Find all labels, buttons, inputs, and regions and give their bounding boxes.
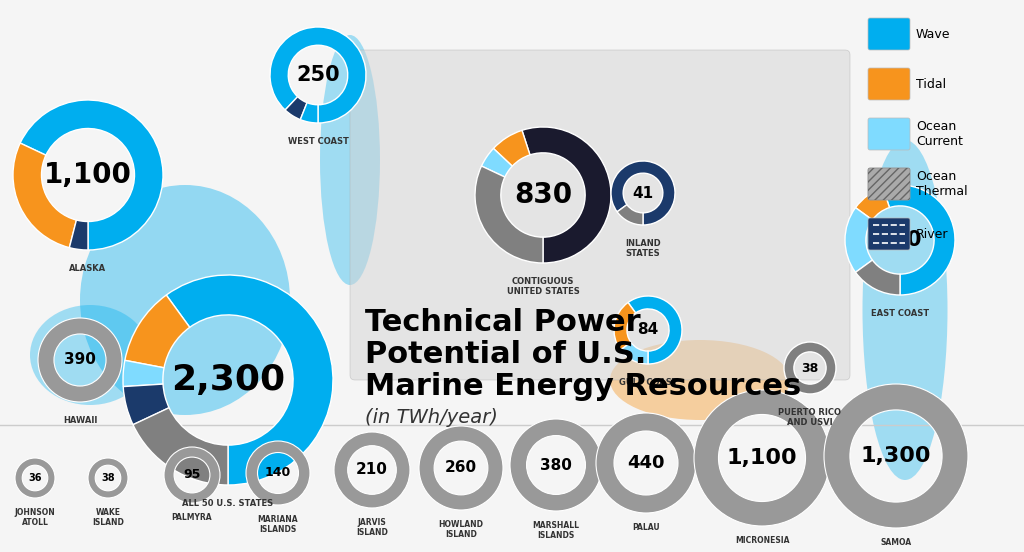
Text: 440: 440 [628, 454, 665, 472]
Wedge shape [611, 161, 675, 225]
Text: HAWAII: HAWAII [62, 416, 97, 425]
Wedge shape [694, 390, 830, 526]
Text: HOWLAND
ISLAND: HOWLAND ISLAND [438, 520, 483, 539]
Text: JARVIS
ISLAND: JARVIS ISLAND [356, 518, 388, 538]
Text: 210: 210 [356, 463, 388, 477]
Ellipse shape [80, 185, 290, 415]
Text: 84: 84 [637, 322, 658, 337]
Text: 95: 95 [183, 469, 201, 481]
Wedge shape [824, 384, 968, 528]
Text: Ocean
Current: Ocean Current [916, 120, 963, 148]
Ellipse shape [30, 305, 150, 405]
Wedge shape [596, 413, 696, 513]
Text: 2,300: 2,300 [171, 363, 285, 397]
Text: 36: 36 [29, 473, 42, 483]
Ellipse shape [610, 340, 790, 420]
Text: WEST COAST: WEST COAST [288, 137, 348, 146]
Wedge shape [125, 295, 189, 368]
Wedge shape [614, 302, 636, 350]
Text: 390: 390 [65, 353, 96, 368]
Text: ALASKA: ALASKA [70, 264, 106, 273]
Wedge shape [621, 342, 648, 364]
Text: 1,100: 1,100 [44, 161, 132, 189]
Text: (in TWh/year): (in TWh/year) [365, 408, 498, 427]
FancyBboxPatch shape [868, 68, 910, 100]
Text: MARIANA
ISLANDS: MARIANA ISLANDS [258, 515, 298, 534]
Wedge shape [845, 208, 872, 272]
Wedge shape [475, 166, 543, 263]
FancyBboxPatch shape [868, 18, 910, 50]
Ellipse shape [862, 140, 947, 480]
Text: River: River [916, 227, 948, 241]
Wedge shape [38, 318, 122, 402]
Text: Wave: Wave [916, 28, 950, 40]
Wedge shape [617, 205, 643, 225]
Wedge shape [494, 130, 530, 166]
Text: 38: 38 [802, 362, 818, 374]
Wedge shape [855, 260, 900, 295]
Wedge shape [133, 408, 228, 485]
Text: 38: 38 [101, 473, 115, 483]
Text: Marine Energy Resources: Marine Energy Resources [365, 372, 801, 401]
Wedge shape [123, 384, 169, 424]
Wedge shape [784, 342, 836, 394]
Wedge shape [13, 143, 77, 248]
Wedge shape [270, 27, 366, 123]
Text: PUERTO RICO
AND USVI: PUERTO RICO AND USVI [778, 408, 842, 427]
Wedge shape [510, 419, 602, 511]
Text: SAMOA: SAMOA [881, 538, 911, 547]
Text: 260: 260 [445, 460, 477, 475]
Ellipse shape [319, 35, 380, 285]
FancyBboxPatch shape [868, 118, 910, 150]
Text: WAKE
ISLAND: WAKE ISLAND [92, 508, 124, 527]
Text: GULF COAST: GULF COAST [618, 378, 677, 387]
Text: CONTIGUOUS
UNITED STATES: CONTIGUOUS UNITED STATES [507, 277, 580, 296]
Wedge shape [164, 447, 220, 503]
Text: INLAND
STATES: INLAND STATES [625, 239, 660, 258]
Wedge shape [419, 426, 503, 510]
Text: 380: 380 [540, 458, 572, 473]
Text: 41: 41 [633, 185, 653, 200]
Wedge shape [246, 441, 310, 505]
Wedge shape [628, 296, 682, 364]
FancyBboxPatch shape [868, 168, 910, 200]
Wedge shape [88, 458, 128, 498]
Text: Technical Power: Technical Power [365, 308, 641, 337]
Text: 250: 250 [296, 65, 340, 85]
Text: Tidal: Tidal [916, 77, 946, 91]
Wedge shape [855, 188, 890, 220]
Wedge shape [123, 360, 164, 386]
Wedge shape [334, 432, 410, 508]
Text: Potential of U.S.: Potential of U.S. [365, 340, 646, 369]
Wedge shape [481, 148, 512, 177]
Text: MARSHALL
ISLANDS: MARSHALL ISLANDS [532, 521, 580, 540]
Text: PALMYRA: PALMYRA [172, 513, 212, 522]
Wedge shape [20, 100, 163, 250]
Text: 460: 460 [879, 230, 922, 250]
Wedge shape [70, 220, 88, 250]
Text: MICRONESIA: MICRONESIA [735, 536, 790, 545]
Wedge shape [15, 458, 55, 498]
Text: Ocean
Thermal: Ocean Thermal [916, 170, 968, 198]
Text: EAST COAST: EAST COAST [871, 309, 929, 318]
Wedge shape [883, 185, 955, 295]
Text: PALAU: PALAU [632, 523, 659, 532]
Text: 1,300: 1,300 [861, 446, 931, 466]
Text: 1,100: 1,100 [727, 448, 798, 468]
Wedge shape [166, 275, 333, 485]
Text: 140: 140 [265, 466, 291, 480]
Text: ALL 50 U.S. STATES: ALL 50 U.S. STATES [182, 499, 273, 508]
FancyBboxPatch shape [350, 50, 850, 380]
Text: JOHNSON
ATOLL: JOHNSON ATOLL [14, 508, 55, 527]
Wedge shape [285, 97, 307, 120]
Text: 830: 830 [514, 181, 572, 209]
Wedge shape [300, 103, 318, 123]
FancyBboxPatch shape [868, 218, 910, 250]
Wedge shape [522, 127, 611, 263]
